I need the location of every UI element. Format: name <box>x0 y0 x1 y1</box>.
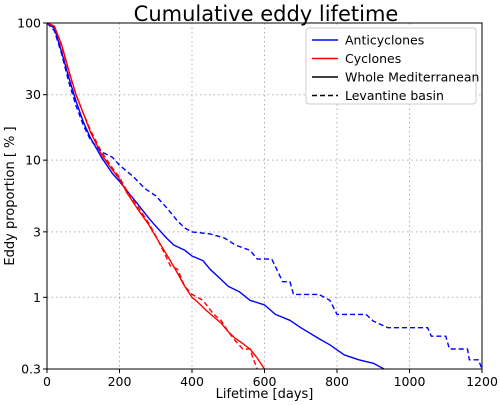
y-tick-label: 30 <box>25 87 41 102</box>
x-tick-label: 200 <box>108 374 132 389</box>
legend-label: Whole Mediterranean <box>345 70 479 85</box>
y-tick-label: 10 <box>25 153 41 168</box>
x-axis-label: Lifetime [days] <box>216 387 314 402</box>
series-line <box>46 22 258 370</box>
y-tick-label: 1 <box>33 290 41 305</box>
y-tick-label: 100 <box>17 16 41 31</box>
legend-label: Anticyclones <box>345 33 424 48</box>
x-tick-label: 0 <box>43 374 51 389</box>
y-axis-label: Eddy proportion [ % ] <box>3 126 18 265</box>
x-tick-label: 1200 <box>466 374 498 389</box>
x-tick-label: 400 <box>180 374 204 389</box>
y-tick-label: 0.3 <box>21 362 41 377</box>
axis-ticks: 0 200 400 600 800 1000 1200 0.3 1 3 10 30 100 <box>17 16 498 390</box>
chart-title: Cumulative eddy lifetime <box>134 2 399 26</box>
series-line <box>46 22 483 370</box>
y-tick-label: 3 <box>33 224 41 239</box>
x-tick-label: 800 <box>325 374 349 389</box>
x-tick-label: 1000 <box>394 374 426 389</box>
legend-label: Levantine basin <box>345 88 444 103</box>
legend-label: Cyclones <box>345 51 401 66</box>
series-line <box>46 22 385 370</box>
legend: Anticyclones Cyclones Whole Mediterranean L… <box>305 27 479 105</box>
x-tick-label: 600 <box>253 374 277 389</box>
legend-box <box>305 27 477 105</box>
series-lines <box>46 22 483 370</box>
